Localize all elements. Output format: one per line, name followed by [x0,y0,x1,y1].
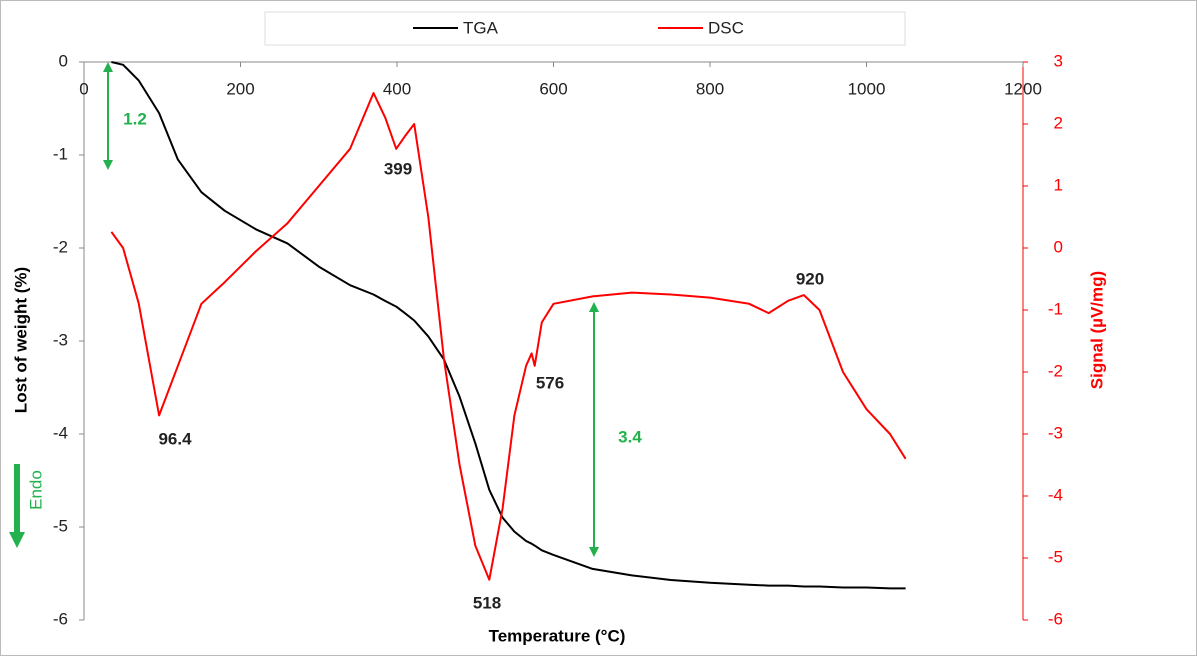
y-tick-label: -5 [53,516,68,535]
y2-tick-label: -2 [1048,361,1063,380]
legend-label: TGA [463,18,499,37]
x-tick-label: 0 [79,79,88,98]
x-tick-label: 200 [226,79,254,98]
annotation: 576 [536,373,564,392]
annotation: 399 [384,159,412,178]
y2-tick-label: 1 [1054,175,1063,194]
y-tick-label: -2 [53,237,68,256]
x-tick-label: 400 [383,79,411,98]
y-tick-label: -6 [53,609,68,628]
annotation: 3.4 [618,427,642,446]
y-axis-title: Lost of weight (%) [11,267,30,413]
y2-tick-label: -6 [1048,609,1063,628]
x-tick-label: 1000 [848,79,886,98]
annotation: 96.4 [158,429,192,448]
y2-tick-label: -3 [1048,423,1063,442]
x-tick-label: 1200 [1004,79,1042,98]
annotation: Endo [26,470,45,510]
series-line [110,92,907,581]
annotation: 920 [796,269,824,288]
annotation: 518 [473,593,501,612]
y-tick-label: -1 [53,144,68,163]
y2-tick-label: 0 [1054,237,1063,256]
y2-axis-title: Signal (µV/mg) [1087,271,1106,389]
legend-label: DSC [708,18,744,37]
x-tick-label: 800 [696,79,724,98]
x-tick-label: 600 [539,79,567,98]
y-tick-label: 0 [59,51,68,70]
y2-tick-label: -4 [1048,485,1063,504]
annotation: 1.2 [123,109,147,128]
y2-tick-label: -1 [1048,299,1063,318]
y2-tick-label: -5 [1048,547,1063,566]
y2-tick-label: 2 [1054,113,1063,132]
y-tick-label: -4 [53,423,68,442]
y2-tick-label: 3 [1054,51,1063,70]
legend-box [264,11,906,46]
series-line [111,61,906,590]
y-tick-label: -3 [53,330,68,349]
arrow-head [9,532,25,548]
x-axis-title: Temperature (°C) [489,626,626,645]
